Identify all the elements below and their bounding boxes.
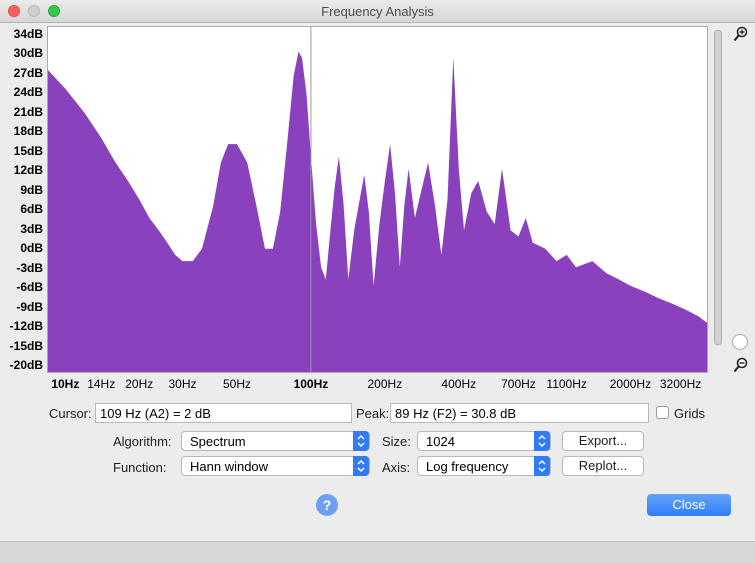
x-tick-label: 30Hz — [168, 377, 197, 391]
stepper-arrows-icon[interactable] — [353, 456, 369, 476]
y-tick-label: 30dB — [13, 46, 43, 61]
close-button[interactable]: Close — [647, 494, 731, 516]
x-tick-label: 10Hz — [51, 377, 80, 391]
help-button[interactable]: ? — [316, 494, 338, 516]
titlebar[interactable]: Frequency Analysis — [0, 0, 755, 23]
x-tick-label: 2000Hz — [609, 377, 652, 391]
spectrum-svg — [48, 27, 707, 372]
close-window-icon[interactable] — [8, 5, 20, 17]
x-tick-label: 20Hz — [125, 377, 154, 391]
function-select[interactable]: Hann window — [181, 456, 370, 476]
spectrum-area — [48, 51, 707, 372]
x-tick-label: 700Hz — [501, 377, 536, 391]
x-tick-label: 100Hz — [293, 377, 329, 391]
zoom-in-icon[interactable] — [733, 26, 749, 42]
cursor-field[interactable]: 109 Hz (A2) = 2 dB — [95, 403, 352, 423]
y-tick-label: 27dB — [13, 65, 43, 80]
x-tick-label: 3200Hz — [659, 377, 702, 391]
algorithm-value: Spectrum — [190, 434, 246, 449]
grids-checkbox[interactable] — [656, 406, 669, 419]
y-tick-label: 9dB — [20, 182, 43, 197]
y-tick-label: 3dB — [20, 221, 43, 236]
y-tick-label: 21dB — [13, 104, 43, 119]
y-tick-label: 0dB — [20, 241, 43, 256]
function-label: Function: — [113, 460, 167, 475]
size-value: 1024 — [426, 434, 455, 449]
peak-field[interactable]: 89 Hz (F2) = 30.8 dB — [390, 403, 649, 423]
export-button[interactable]: Export... — [562, 431, 644, 451]
vertical-zoom-slider-knob[interactable] — [732, 334, 748, 350]
cursor-label: Cursor: — [49, 406, 92, 421]
y-tick-label: 6dB — [20, 202, 43, 217]
stepper-arrows-icon[interactable] — [534, 456, 550, 476]
window-bottom-bar — [0, 541, 755, 563]
y-tick-label: -12dB — [9, 319, 43, 334]
y-tick-label: 18dB — [13, 124, 43, 139]
x-tick-label: 400Hz — [441, 377, 477, 391]
minimize-window-icon[interactable] — [28, 5, 40, 17]
grids-label[interactable]: Grids — [674, 406, 706, 421]
x-tick-label: 50Hz — [222, 377, 251, 391]
x-tick-label: 1100Hz — [546, 377, 587, 391]
axis-label: Axis: — [382, 460, 411, 475]
x-tick-label: 14Hz — [87, 377, 116, 391]
axis-value: Log frequency — [426, 459, 509, 474]
stepper-arrows-icon[interactable] — [534, 431, 550, 451]
spectrum-plot[interactable] — [47, 26, 708, 373]
y-tick-label: -15dB — [9, 338, 43, 353]
window-title: Frequency Analysis — [321, 4, 434, 19]
y-tick-label: 15dB — [13, 143, 43, 158]
algorithm-label: Algorithm: — [113, 434, 172, 449]
function-value: Hann window — [190, 459, 269, 474]
y-tick-label: 24dB — [13, 85, 43, 100]
y-tick-label: 34dB — [13, 27, 43, 41]
zoom-out-icon[interactable] — [733, 357, 749, 373]
y-tick-label: -9dB — [16, 299, 43, 314]
replot-button[interactable]: Replot... — [562, 456, 644, 476]
y-tick-label: 12dB — [13, 163, 43, 178]
y-tick-label: -20dB — [9, 358, 43, 372]
zoom-window-icon[interactable] — [48, 5, 60, 17]
axis-select[interactable]: Log frequency — [417, 456, 551, 476]
size-select[interactable]: 1024 — [417, 431, 551, 451]
x-tick-label: 200Hz — [367, 377, 403, 391]
y-tick-label: -3dB — [16, 260, 43, 275]
stepper-arrows-icon[interactable] — [353, 431, 369, 451]
vertical-zoom-slider-track[interactable] — [714, 30, 722, 345]
algorithm-select[interactable]: Spectrum — [181, 431, 370, 451]
y-tick-label: -6dB — [16, 280, 43, 295]
size-label: Size: — [382, 434, 411, 449]
peak-label: Peak: — [356, 406, 390, 421]
